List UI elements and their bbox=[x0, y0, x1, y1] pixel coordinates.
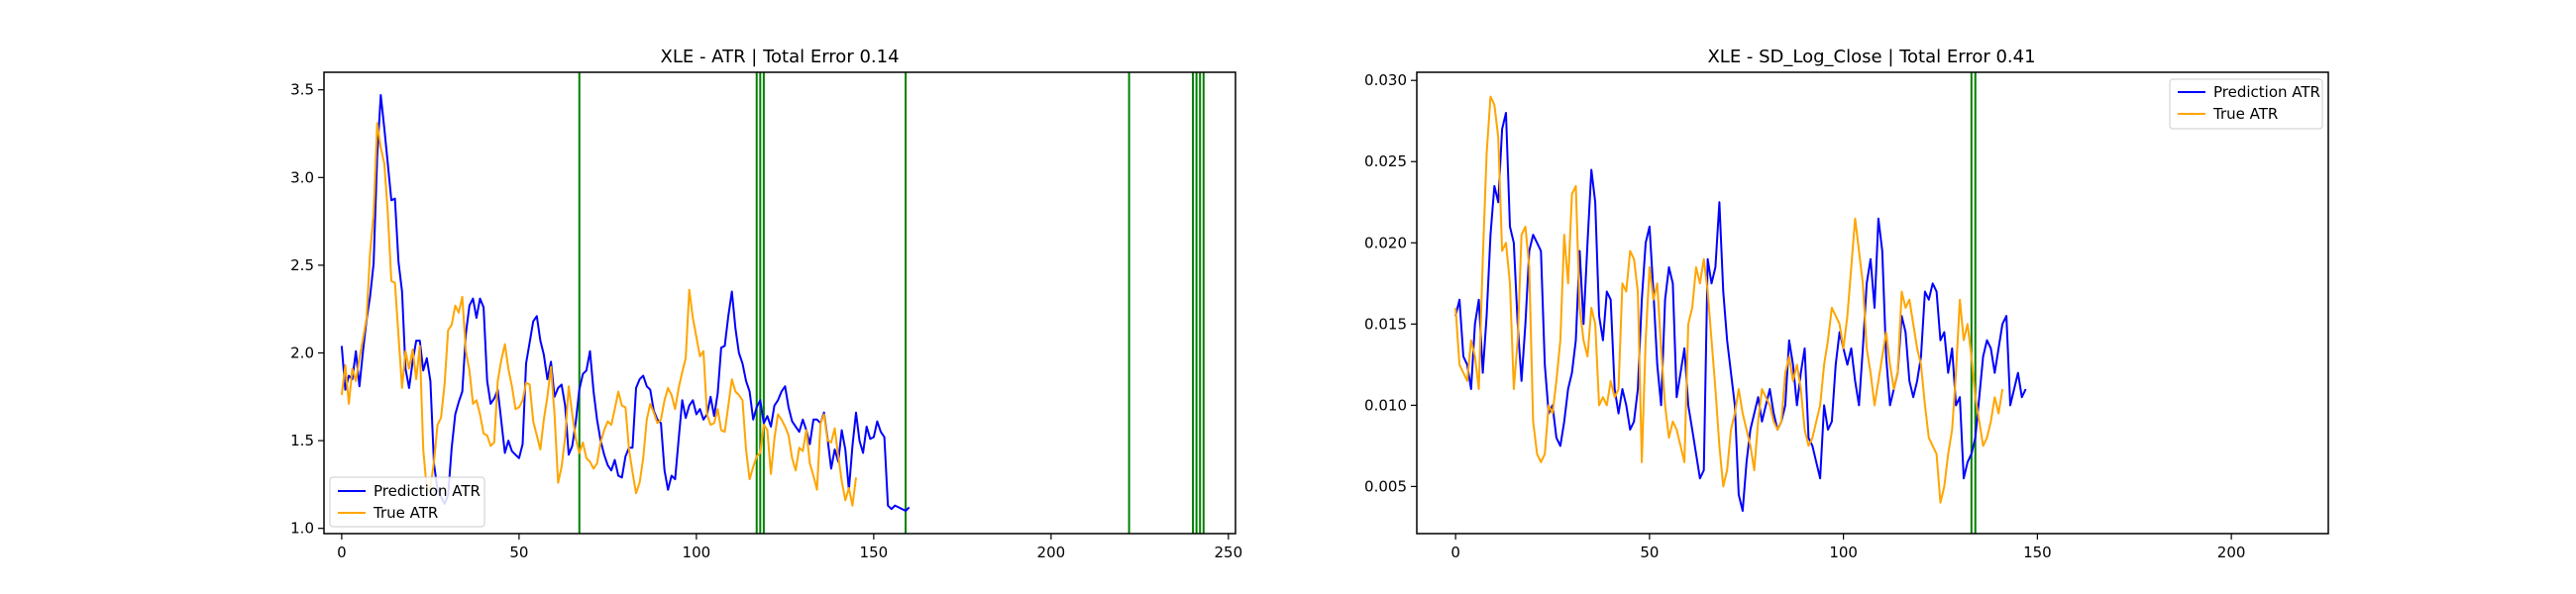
series-line-true-atr bbox=[1454, 95, 2004, 504]
x-tick-label: 0 bbox=[337, 544, 347, 561]
vline-group bbox=[1970, 72, 1977, 534]
y-tick-label: 3.5 bbox=[290, 81, 314, 99]
x-tick-label: 100 bbox=[1829, 544, 1858, 561]
x-tick-label: 200 bbox=[2217, 544, 2246, 561]
series-line-prediction-atr bbox=[340, 94, 911, 512]
legend: Prediction ATR True ATR bbox=[329, 476, 485, 528]
y-tick-label: 0.020 bbox=[1364, 234, 1407, 251]
y-tick-label: 0.005 bbox=[1364, 477, 1407, 495]
y-tick-label: 2.0 bbox=[290, 344, 314, 361]
chart-sd-log-close: XLE - SD_Log_Close | Total Error 0.41 0 5… bbox=[1364, 47, 2329, 561]
x-tick-label: 150 bbox=[2023, 544, 2052, 561]
plot-area bbox=[323, 71, 1236, 535]
y-tick-label: 0.030 bbox=[1364, 71, 1407, 89]
x-tick-label: 100 bbox=[683, 544, 711, 561]
x-tick-label: 150 bbox=[860, 544, 889, 561]
chart-atr: XLE - ATR | Total Error 0.14 0 50 100 150 20… bbox=[290, 47, 1242, 561]
x-axis: 0 50 100 150 200 bbox=[1450, 534, 2245, 561]
legend-label-prediction: Prediction ATR bbox=[2213, 83, 2320, 101]
series-group bbox=[1454, 95, 2027, 512]
legend-label-true: True ATR bbox=[2212, 105, 2278, 123]
x-tick-label: 0 bbox=[1450, 544, 1460, 561]
plot-area bbox=[1416, 71, 2329, 535]
y-axis: 1.0 1.5 2.0 2.5 3.0 3.5 bbox=[290, 81, 324, 538]
chart-title: XLE - SD_Log_Close | Total Error 0.41 bbox=[1707, 47, 2035, 67]
legend-box bbox=[329, 476, 485, 528]
y-tick-label: 1.5 bbox=[290, 432, 314, 449]
y-tick-label: 1.0 bbox=[290, 520, 314, 538]
series-line-true-atr bbox=[340, 122, 857, 507]
y-tick-label: 0.015 bbox=[1364, 315, 1407, 333]
x-tick-label: 250 bbox=[1215, 544, 1243, 561]
y-tick-label: 0.010 bbox=[1364, 396, 1407, 414]
series-group bbox=[340, 94, 911, 512]
vline-group bbox=[578, 72, 1205, 534]
legend-label-true: True ATR bbox=[373, 504, 438, 522]
series-line-prediction-atr bbox=[1454, 112, 2027, 512]
y-tick-label: 2.5 bbox=[290, 256, 314, 274]
y-tick-label: 3.0 bbox=[290, 168, 314, 186]
y-tick-label: 0.025 bbox=[1364, 152, 1407, 170]
x-tick-label: 50 bbox=[1640, 544, 1659, 561]
x-tick-label: 50 bbox=[509, 544, 528, 561]
legend: Prediction ATR True ATR bbox=[2169, 78, 2323, 130]
chart-title: XLE - ATR | Total Error 0.14 bbox=[660, 47, 899, 67]
legend-box bbox=[2169, 78, 2323, 130]
legend-label-prediction: Prediction ATR bbox=[374, 482, 481, 500]
y-axis: 0.005 0.010 0.015 0.020 0.025 0.030 bbox=[1364, 71, 1417, 495]
x-axis: 0 50 100 150 200 250 bbox=[337, 534, 1242, 561]
x-tick-label: 200 bbox=[1037, 544, 1066, 561]
